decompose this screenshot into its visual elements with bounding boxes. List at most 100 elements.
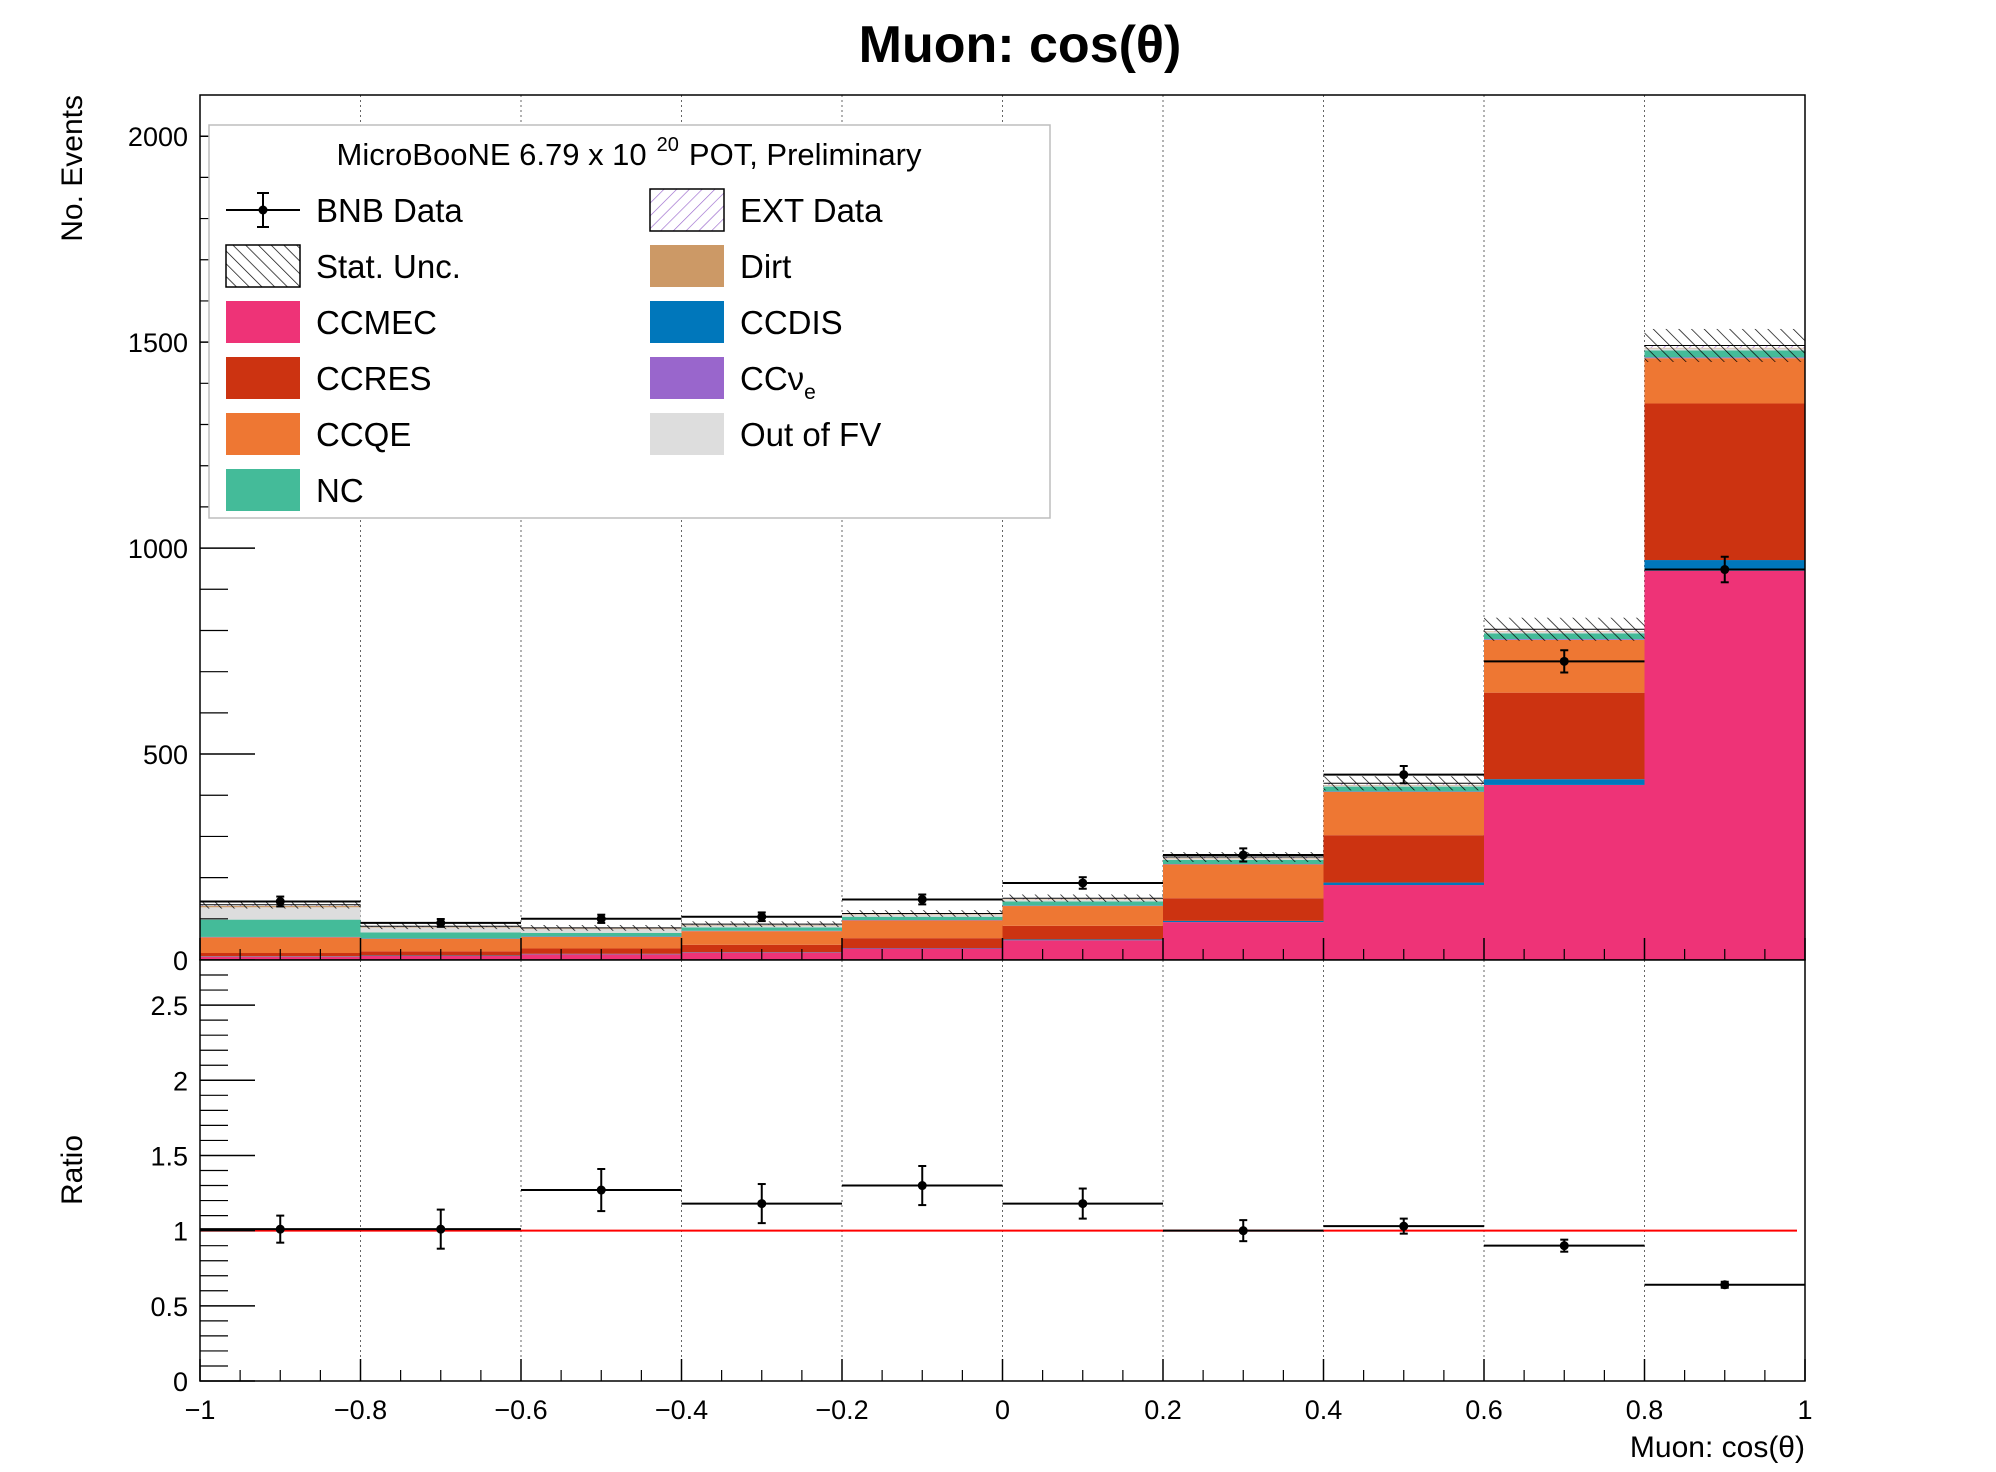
legend-label-bnb: BNB Data [316, 192, 463, 229]
y-tick-label: 1000 [128, 534, 188, 564]
bar-segment-ccdis [1002, 939, 1163, 941]
legend-swatch-ccqe [226, 413, 300, 455]
x-tick-label: 1 [1797, 1395, 1812, 1425]
bar-segment-ccres [1323, 835, 1484, 883]
legend-item-stat: Stat. Unc. [225, 244, 461, 288]
ratio-panel: 0 0.5 1 1.5 2 2.5 −1 −0.8 −0.6 −0.4 −0.2 0 0.2 0.4 0.… [56, 938, 1813, 1464]
ratio-point [596, 1185, 606, 1195]
data-point [436, 918, 446, 928]
legend-label-ccdis: CCDIS [740, 304, 843, 341]
x-tick-label: 0.4 [1305, 1395, 1343, 1425]
data-point [1078, 878, 1088, 888]
top-y-axis-label: No. Events [56, 95, 89, 242]
legend-swatch-dirt [650, 245, 724, 287]
x-tick-label: 0.2 [1144, 1395, 1182, 1425]
ratio-point [436, 1224, 446, 1234]
legend-label-dirt: Dirt [740, 248, 791, 285]
y-tick-label: 0 [173, 946, 188, 976]
legend-swatch-data-marker [258, 205, 268, 215]
legend-item-ccmec: CCMEC [226, 301, 437, 343]
legend-item-ccqe: CCQE [226, 413, 411, 455]
bar-segment-ccqe [1323, 791, 1484, 836]
legend-item-nc: NC [226, 469, 364, 511]
ratio-point [917, 1181, 927, 1191]
legend-swatch-ccres [226, 357, 300, 399]
y-tick-label: 2 [173, 1066, 188, 1096]
data-point [275, 897, 285, 907]
bar-segment-ccqe [1644, 358, 1805, 404]
legend-swatch-ccdis [650, 301, 724, 343]
x-tick-label: −0.8 [334, 1395, 387, 1425]
data-point [596, 914, 606, 924]
ratio-grid [360, 960, 1645, 1381]
legend: MicroBooNE 6.79 x 10 20 POT, Preliminary B… [208, 124, 1051, 519]
data-points [200, 555, 1805, 928]
bar-segment-oofv [360, 927, 521, 933]
bar-segment-ccres [1644, 403, 1805, 561]
data-point [1399, 770, 1409, 780]
x-tick-label: 0 [995, 1395, 1010, 1425]
bar-segment-nc [842, 916, 1003, 921]
data-point [757, 912, 767, 922]
ratio-points [200, 1164, 1805, 1290]
bar-segment-nc [200, 919, 361, 937]
y-tick-label: 2.5 [150, 991, 188, 1021]
ratio-point [1399, 1221, 1409, 1231]
legend-swatch-ccnue [650, 357, 724, 399]
data-point [1720, 565, 1730, 575]
bar-segment-oofv [521, 929, 682, 933]
legend-swatch-oofv [650, 413, 724, 455]
legend-item-ext: EXT Data [649, 188, 883, 232]
bar-segment-ccdis [1163, 920, 1324, 923]
x-axis-label: Muon: cos(θ) [1630, 1431, 1805, 1464]
bar-segment-ccres [1484, 692, 1645, 780]
data-point [1238, 850, 1248, 860]
bar-segment-ccmec [1644, 570, 1805, 960]
y-tick-label: 0.5 [150, 1292, 188, 1322]
bar-segment-ccres [681, 944, 842, 953]
bar-segment-ccqe [842, 920, 1003, 939]
y-tick-label: 1500 [128, 328, 188, 358]
bar-segment-nc [681, 927, 842, 931]
legend-swatch-nc [226, 469, 300, 511]
bar-segment-nc [360, 932, 521, 939]
legend-label-ccqe: CCQE [316, 416, 411, 453]
legend-label-oofv: Out of FV [740, 416, 881, 453]
legend-label-nc: NC [316, 472, 364, 509]
ratio-y-axis-label: Ratio [56, 1135, 89, 1205]
legend-item-dirt: Dirt [650, 245, 791, 287]
legend-item-oofv: Out of FV [650, 413, 881, 455]
legend-item-bnb: BNB Data [226, 192, 463, 229]
ratio-point [1078, 1199, 1088, 1209]
legend-swatch-ext [649, 188, 725, 232]
ratio-point [757, 1199, 767, 1209]
x-tick-label: −0.2 [815, 1395, 868, 1425]
legend-label-ext: EXT Data [740, 192, 883, 229]
x-tick-label: −1 [185, 1395, 216, 1425]
bar-segment-oofv [200, 907, 361, 920]
legend-label-stat: Stat. Unc. [316, 248, 461, 285]
legend-label-ccres: CCRES [316, 360, 432, 397]
y-tick-label: 1 [173, 1217, 188, 1247]
legend-label-ccmec: CCMEC [316, 304, 437, 341]
legend-swatch-stat-unc [225, 244, 301, 288]
y-tick-label: 2000 [128, 122, 188, 152]
top-panel: 0 500 1000 1500 2000 No. Events MicroBooNE 6… [56, 94, 1806, 976]
bar-segment-ccqe [521, 936, 682, 949]
y-tick-label: 500 [143, 740, 188, 770]
chart-title: Muon: cos(θ) [859, 16, 1182, 74]
ratio-point [1559, 1241, 1569, 1251]
data-point [1559, 656, 1569, 666]
ratio-point [1720, 1280, 1730, 1290]
bar-segment-ccdis [1484, 779, 1645, 785]
bar-segment-ccres [1002, 925, 1163, 940]
x-tick-label: −0.6 [494, 1395, 547, 1425]
legend-header: MicroBooNE 6.79 x 10 20 POT, Preliminary [337, 134, 922, 172]
ratio-y-axis: 0 0.5 1 1.5 2 2.5 [150, 974, 255, 1397]
bar-segment-ccdis [1323, 882, 1484, 886]
bar-segment-ccmec [1323, 885, 1484, 960]
legend-swatch-ccmec [226, 301, 300, 343]
bar-segment-nc [521, 932, 682, 937]
legend-label-ccnue: CCνe [740, 360, 816, 404]
bar-segment-ccqe [681, 931, 842, 945]
